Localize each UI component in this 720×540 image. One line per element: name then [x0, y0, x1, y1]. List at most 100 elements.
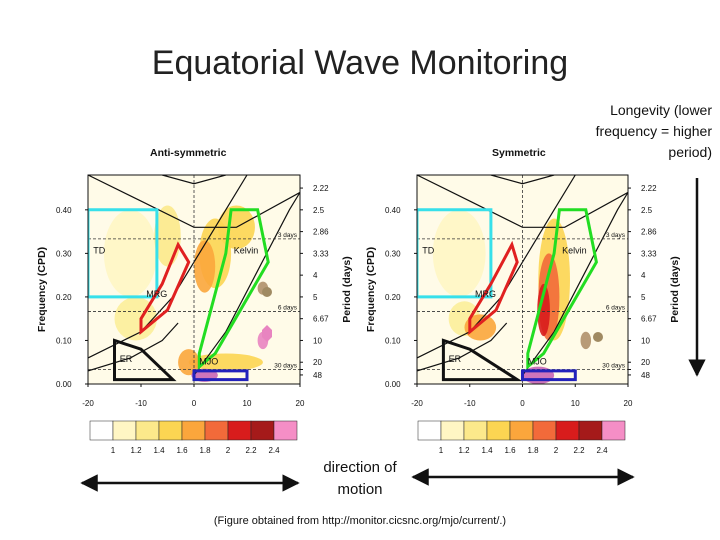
wave-region-td: [417, 208, 493, 299]
dispersion-curve: [162, 175, 226, 185]
spectrum-panel: 3 days 6 days 30 days TD MRG Kelvin ER MJO Anti-…: [36, 147, 353, 455]
y-tick-label: 0.10: [385, 336, 401, 345]
panel-title: Symmetric: [492, 147, 546, 159]
x-tick-label: 10: [243, 399, 252, 408]
period-tick-label: 2.5: [641, 206, 653, 215]
y-tick-label: 0.20: [56, 293, 72, 302]
period-reference-label: 6 days: [278, 304, 298, 311]
x-tick-label: 20: [296, 399, 305, 408]
y-axis-label: Frequency (CPD): [365, 247, 377, 332]
x-tick-label: -10: [135, 399, 147, 408]
wave-region-label: Kelvin: [562, 245, 587, 255]
colorbar-swatch: [532, 420, 557, 441]
colorbar-swatch: [181, 420, 206, 441]
colorbar-label: 1.4: [153, 446, 165, 455]
x-tick-label: 20: [624, 399, 633, 408]
y-tick-label: 0.40: [385, 206, 401, 215]
colorbar-swatch: [509, 420, 534, 441]
period-reference-label: 6 days: [606, 304, 626, 311]
wave-region-td: [88, 208, 159, 299]
colorbar: 1 1.2 1.4 1.6 1.8 2 2.2 2.4: [89, 420, 298, 455]
colorbar-label: 2: [226, 446, 231, 455]
power-marker: [262, 287, 272, 297]
colorbar-swatch: [250, 420, 275, 441]
y-tick-label: 0.30: [385, 249, 401, 258]
dispersion-curve: [88, 322, 179, 372]
colorbar-label: 1.4: [481, 446, 493, 455]
dispersion-curve: [417, 322, 508, 372]
dispersion-curve: [88, 175, 248, 359]
period-tick-label: 20: [313, 358, 322, 367]
dispersion-curve: [490, 175, 555, 185]
wave-region-kelvin: [526, 208, 598, 370]
colorbar-label: 1: [439, 446, 444, 455]
period-tick-label: 10: [313, 336, 322, 345]
y-tick-label: 0.20: [385, 293, 401, 302]
y-tick-label: 0.00: [385, 380, 401, 389]
plot-area: 3 days 6 days 30 days TD MRG Kelvin ER MJO: [88, 175, 300, 384]
colorbar-label: 1: [111, 446, 116, 455]
wave-region-er: [113, 338, 177, 382]
wave-region-label: ER: [449, 354, 462, 364]
colorbar: 1 1.2 1.4 1.6 1.8 2 2.2 2.4: [417, 420, 626, 455]
wave-region-label: MJO: [199, 356, 218, 366]
period-tick-label: 48: [313, 371, 322, 380]
spectrum-panel: 3 days 6 days 30 days TD MRG Kelvin ER MJO Symme…: [365, 147, 681, 455]
period-tick-label: 20: [641, 358, 650, 367]
period-tick-label: 5: [313, 293, 318, 302]
wave-region-label: Kelvin: [234, 245, 259, 255]
period-tick-label: 48: [641, 371, 650, 380]
colorbar-swatch: [158, 420, 183, 441]
colorbar-swatch: [486, 420, 511, 441]
dispersion-curve: [193, 192, 300, 376]
wave-region-mjo: [192, 369, 249, 382]
power-blob: [537, 283, 550, 337]
power-blob: [194, 240, 216, 293]
period-tick-label: 2.86: [641, 228, 657, 237]
colorbar-label: 2.4: [596, 446, 608, 455]
power-marker: [593, 332, 603, 342]
colorbar-swatch: [273, 420, 298, 441]
x-tick-label: -10: [464, 399, 476, 408]
colorbar-label: 2: [554, 446, 559, 455]
colorbar-label: 1.8: [527, 446, 539, 455]
page-title: Equatorial Wave Monitoring: [151, 44, 569, 82]
colorbar-swatch: [578, 420, 603, 441]
colorbar-swatch: [417, 420, 442, 441]
colorbar-swatch: [227, 420, 252, 441]
x-tick-label: 0: [192, 399, 197, 408]
y2-axis-label: Period (days): [669, 256, 681, 323]
direction-label: direction of motion: [323, 459, 397, 498]
period-tick-label: 2.86: [313, 228, 329, 237]
power-blob: [103, 209, 157, 297]
colorbar-label: 2.2: [245, 446, 257, 455]
colorbar-swatch: [601, 420, 626, 441]
wave-region-label: TD: [93, 245, 105, 255]
wave-region-label: ER: [120, 354, 133, 364]
wave-region-mrg: [139, 241, 191, 335]
colorbar-label: 2.4: [268, 446, 280, 455]
colorbar-swatch: [440, 420, 465, 441]
wave-region-label: MJO: [528, 356, 547, 366]
wave-region-mjo: [521, 369, 577, 382]
wave-region-label: MRG: [146, 289, 167, 299]
y-tick-label: 0.10: [56, 336, 72, 345]
x-tick-label: 10: [571, 399, 580, 408]
x-tick-label: -20: [411, 399, 423, 408]
period-tick-label: 2.22: [313, 184, 329, 193]
y-tick-label: 0.00: [56, 380, 72, 389]
power-blob: [464, 314, 497, 341]
wave-region-er: [441, 338, 523, 382]
period-tick-label: 2.5: [313, 206, 325, 215]
source-caption: (Figure obtained from http://monitor.cic…: [213, 515, 507, 527]
colorbar-swatch: [463, 420, 488, 441]
dispersion-curve: [417, 175, 576, 359]
colorbar-swatch: [89, 420, 114, 441]
colorbar-swatch: [555, 420, 580, 441]
period-tick-label: 2.22: [641, 184, 657, 193]
colorbar-label: 1.2: [458, 446, 470, 455]
x-tick-label: -20: [82, 399, 94, 408]
colorbar-label: 2.2: [573, 446, 585, 455]
period-tick-label: 10: [641, 336, 650, 345]
